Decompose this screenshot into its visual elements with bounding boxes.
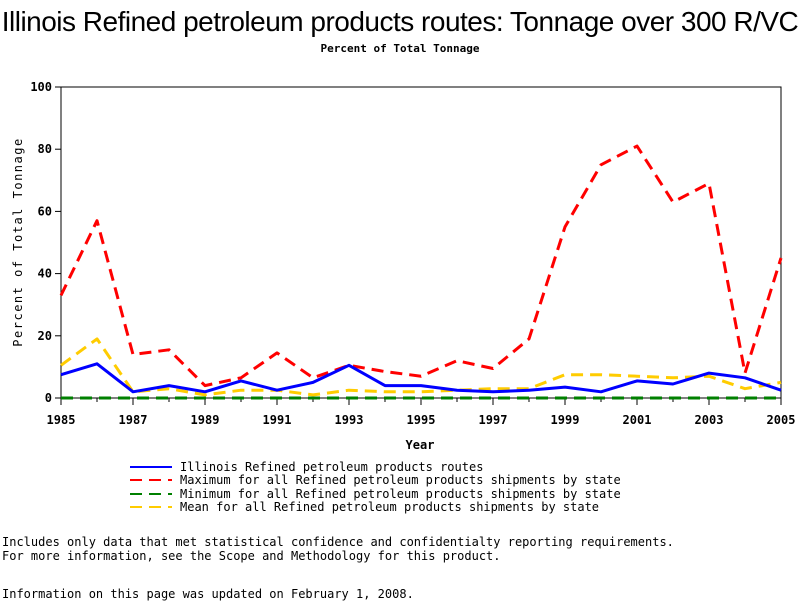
y-axis: 0 20 40 60 80 100 <box>30 80 61 405</box>
legend-item: Maximum for all Refined petroleum produc… <box>130 473 621 488</box>
chart-title: Illinois Refined petroleum products rout… <box>1 6 799 37</box>
y-axis-label: Percent of Total Tonnage <box>11 137 25 346</box>
legend: Illinois Refined petroleum products rout… <box>130 460 621 514</box>
legend-swatch <box>130 465 172 468</box>
footnote-updated: Information on this page was updated on … <box>2 587 414 601</box>
x-tick-label: 2005 <box>767 413 796 427</box>
footnote-methodology: For more information, see the Scope and … <box>2 549 501 563</box>
legend-item: Illinois Refined petroleum products rout… <box>130 460 621 474</box>
y-tick-label: 0 <box>45 391 52 405</box>
legend-swatch <box>130 479 172 482</box>
line-chart: 0 20 40 60 80 100 1985 1987 1989 1991 1993 1995 199… <box>11 80 796 452</box>
y-tick-label: 60 <box>38 204 52 218</box>
legend-label: Illinois Refined petroleum products rout… <box>180 459 484 474</box>
y-tick-label: 80 <box>38 142 52 156</box>
y-tick-label: 40 <box>38 267 52 281</box>
x-axis-label: Year <box>406 438 435 452</box>
series-line-0 <box>60 362 782 394</box>
legend-label: Minimum for all Refined petroleum produc… <box>180 486 621 501</box>
footnote-confidence: Includes only data that met statistical … <box>2 535 674 549</box>
y-tick-label: 20 <box>38 329 52 343</box>
legend-label: Maximum for all Refined petroleum produc… <box>180 473 621 488</box>
x-tick-label: 2001 <box>623 413 652 427</box>
legend-swatch <box>130 492 172 495</box>
y-tick-label: 100 <box>30 80 52 94</box>
x-tick-label: 1987 <box>119 413 148 427</box>
x-tick-label: 1995 <box>407 413 436 427</box>
legend-label: Mean for all Refined petroleum products … <box>180 500 600 515</box>
series-layer <box>59 144 783 400</box>
x-tick-label: 1997 <box>479 413 508 427</box>
legend-swatch <box>130 506 172 509</box>
legend-item: Minimum for all Refined petroleum produc… <box>130 487 621 501</box>
chart-subtitle: Percent of Total Tonnage <box>320 42 480 55</box>
series-line-1 <box>59 144 783 388</box>
legend-item: Mean for all Refined petroleum products … <box>130 500 621 515</box>
x-axis: 1985 1987 1989 1991 1993 1995 1997 1999 2001 2003… <box>47 398 796 427</box>
x-tick-label: 1991 <box>263 413 292 427</box>
series-line-3 <box>60 337 782 397</box>
x-tick-label: 1993 <box>335 413 364 427</box>
x-tick-label: 1985 <box>47 413 76 427</box>
x-tick-label: 2003 <box>695 413 724 427</box>
x-tick-label: 1989 <box>191 413 220 427</box>
x-tick-label: 1999 <box>551 413 580 427</box>
